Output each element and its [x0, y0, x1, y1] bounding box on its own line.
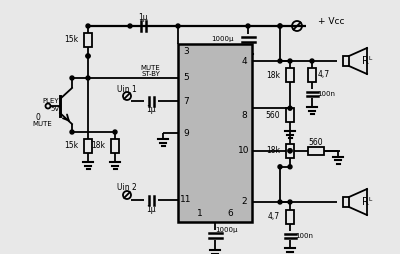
Bar	[178, 44, 252, 222]
Text: 1: 1	[197, 210, 203, 218]
Circle shape	[86, 54, 90, 58]
Text: 2: 2	[241, 198, 247, 207]
Text: 15k: 15k	[64, 141, 78, 151]
Circle shape	[176, 24, 180, 28]
Text: 3: 3	[183, 47, 189, 56]
Text: Rᴸ: Rᴸ	[362, 197, 372, 207]
Text: 6: 6	[227, 210, 233, 218]
Text: 1μ: 1μ	[138, 13, 148, 23]
Bar	[84, 33, 92, 47]
Text: 1000μ: 1000μ	[215, 227, 238, 233]
Circle shape	[278, 24, 282, 28]
Text: 100n: 100n	[295, 233, 313, 239]
Text: PLEY: PLEY	[42, 98, 59, 104]
Text: 4: 4	[241, 56, 247, 66]
Text: 4,7: 4,7	[268, 213, 280, 221]
Circle shape	[246, 24, 250, 28]
Text: 1μ: 1μ	[146, 105, 156, 115]
Bar	[111, 139, 119, 153]
Circle shape	[278, 165, 282, 169]
Bar	[286, 210, 294, 224]
Circle shape	[46, 103, 50, 108]
Text: 4,7: 4,7	[318, 71, 330, 80]
Circle shape	[278, 24, 282, 28]
Text: 0: 0	[36, 114, 40, 122]
Circle shape	[86, 54, 90, 58]
Circle shape	[288, 149, 292, 153]
Bar	[286, 108, 294, 122]
Bar	[308, 68, 316, 82]
Text: MUTE: MUTE	[140, 65, 160, 71]
Text: 560: 560	[309, 138, 323, 147]
Circle shape	[86, 24, 90, 28]
Circle shape	[288, 106, 292, 110]
Circle shape	[310, 59, 314, 63]
Text: 8: 8	[241, 111, 247, 120]
Circle shape	[288, 59, 292, 63]
Text: 560: 560	[265, 111, 280, 120]
Bar	[343, 56, 349, 66]
Text: 100n: 100n	[317, 91, 335, 97]
Bar	[286, 68, 294, 82]
Text: Rᴸ: Rᴸ	[362, 56, 372, 66]
Bar	[84, 139, 92, 153]
Text: 5: 5	[183, 73, 189, 83]
Circle shape	[70, 76, 74, 80]
Text: 11: 11	[180, 196, 192, 204]
Text: + Vcc: + Vcc	[318, 18, 344, 26]
Text: 15k: 15k	[64, 36, 78, 44]
Circle shape	[288, 165, 292, 169]
Bar	[286, 144, 294, 158]
Circle shape	[113, 130, 117, 134]
Text: 1000μ: 1000μ	[212, 36, 234, 42]
Circle shape	[278, 59, 282, 63]
Text: MUTE: MUTE	[32, 121, 52, 127]
Text: 9: 9	[183, 129, 189, 137]
Bar	[308, 147, 324, 155]
Text: 7: 7	[183, 97, 189, 105]
Circle shape	[128, 24, 132, 28]
Text: 18k: 18k	[91, 141, 105, 151]
Bar	[343, 197, 349, 207]
Text: 18k: 18k	[266, 71, 280, 80]
Text: 18k: 18k	[266, 146, 280, 155]
Text: 5V: 5V	[50, 106, 59, 112]
Text: ST-BY: ST-BY	[141, 71, 160, 77]
Circle shape	[86, 76, 90, 80]
Circle shape	[70, 130, 74, 134]
Circle shape	[288, 149, 292, 153]
Text: Uin 1: Uin 1	[117, 85, 137, 93]
Text: 10: 10	[238, 146, 250, 155]
Text: Uin 2: Uin 2	[117, 183, 137, 193]
Circle shape	[278, 200, 282, 204]
Circle shape	[288, 200, 292, 204]
Text: 1μ: 1μ	[146, 204, 156, 214]
